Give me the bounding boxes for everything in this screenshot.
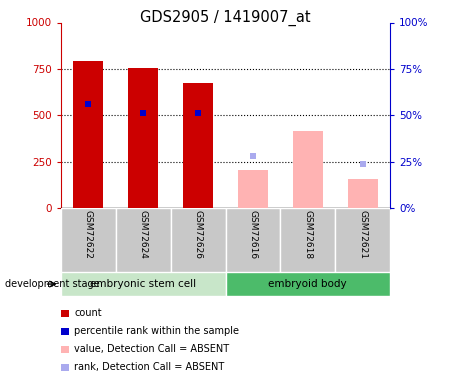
Bar [170,208,226,272]
Text: embryonic stem cell: embryonic stem cell [90,279,196,289]
Text: GDS2905 / 1419007_at: GDS2905 / 1419007_at [140,9,311,26]
Text: embryoid body: embryoid body [268,279,347,289]
Bar [238,170,268,208]
Bar [281,208,335,272]
Bar [226,208,281,272]
Text: GSM72621: GSM72621 [358,210,367,259]
Bar [73,62,103,208]
Bar [183,83,213,208]
Text: GSM72624: GSM72624 [139,210,147,259]
Bar [61,346,69,352]
Bar [61,310,69,316]
Bar [61,272,226,296]
Bar [293,131,323,208]
Text: GSM72622: GSM72622 [84,210,93,259]
Text: percentile rank within the sample: percentile rank within the sample [74,326,239,336]
Bar [128,68,158,208]
Bar [61,364,69,370]
Text: value, Detection Call = ABSENT: value, Detection Call = ABSENT [74,344,230,354]
Bar [335,208,390,272]
Bar [348,179,378,208]
Text: GSM72618: GSM72618 [304,210,312,259]
Bar [116,208,170,272]
Bar [226,272,390,296]
Text: development stage: development stage [5,279,99,289]
Bar [61,328,69,334]
Text: GSM72626: GSM72626 [193,210,202,259]
Text: count: count [74,308,102,318]
Text: GSM72616: GSM72616 [249,210,258,259]
Bar [61,208,116,272]
Text: rank, Detection Call = ABSENT: rank, Detection Call = ABSENT [74,362,225,372]
